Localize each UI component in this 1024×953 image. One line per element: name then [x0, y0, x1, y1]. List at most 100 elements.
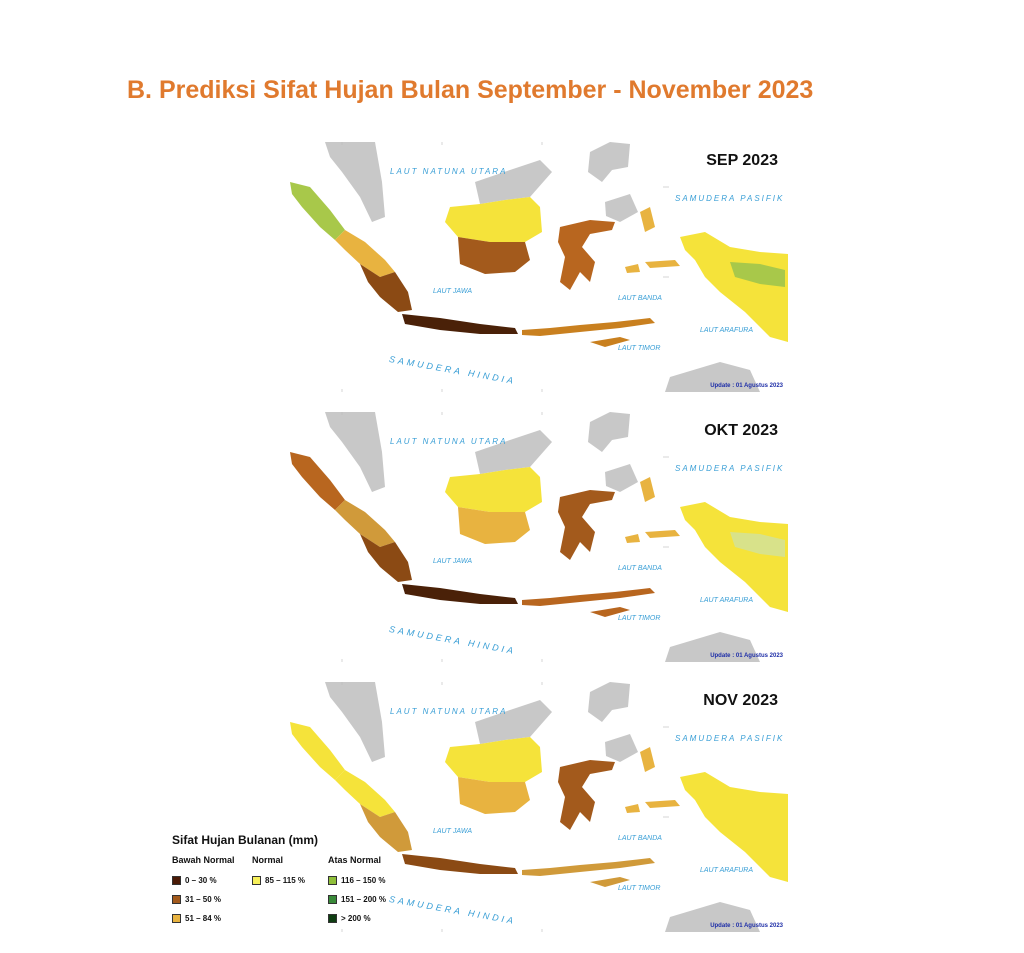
legend-label: 151 – 200 % — [341, 895, 386, 904]
legend-swatch — [328, 876, 337, 885]
malaysia-peninsula — [325, 682, 385, 762]
legend-label: 116 – 150 % — [341, 876, 386, 885]
map-panel-sep: SEP 2023 LAUT NATUNA UTARA SAMUDERA PASI… — [290, 142, 788, 392]
legend-label: 51 – 84 % — [185, 914, 222, 923]
legend-label: 85 – 115 % — [265, 876, 306, 885]
page-title: B. Prediksi Sifat Hujan Bulan September … — [127, 76, 814, 104]
map-panel-nov: NOV 2023 LAUT NATUNA UTARA SAMUDERA PASI… — [290, 682, 788, 932]
legend-label: > 200 % — [341, 914, 371, 923]
maluku-seram — [645, 260, 680, 268]
sea-label-natuna: LAUT NATUNA UTARA — [390, 167, 508, 176]
sea-label-timor: LAUT TIMOR — [618, 615, 661, 622]
philippines-mindanao — [605, 734, 638, 762]
legend-swatch — [328, 914, 337, 923]
legend-item: 51 – 84 % — [172, 909, 235, 928]
sumatra-south — [360, 264, 412, 312]
timor — [590, 607, 630, 617]
australia — [665, 902, 760, 932]
sea-label-timor: LAUT TIMOR — [618, 885, 661, 892]
maluku-buru — [625, 804, 640, 813]
maluku-buru — [625, 534, 640, 543]
borneo-north — [475, 160, 552, 204]
papua-highlands — [730, 532, 785, 557]
philippines — [588, 682, 630, 722]
legend: Sifat Hujan Bulanan (mm) Bawah Normal 0 … — [172, 833, 412, 928]
sumatra-mid — [335, 770, 395, 817]
sea-label-arafura: LAUT ARAFURA — [700, 327, 754, 334]
update-note: Update : 01 Agustus 2023 — [710, 923, 783, 929]
legend-group-title: Bawah Normal — [172, 855, 235, 865]
sulawesi — [558, 220, 615, 290]
borneo-north — [475, 430, 552, 474]
kalimantan-north — [445, 467, 542, 512]
legend-swatch — [252, 876, 261, 885]
legend-title: Sifat Hujan Bulanan (mm) — [172, 833, 319, 847]
maluku-buru — [625, 264, 640, 273]
maluku-north — [640, 747, 655, 772]
panel-month-label: OKT 2023 — [704, 422, 778, 439]
sea-label-banda: LAUT BANDA — [618, 835, 662, 842]
maluku-north — [640, 207, 655, 232]
sea-label-pasifik: SAMUDERA PASIFIK — [675, 734, 785, 743]
sumatra-north — [290, 452, 345, 510]
kalimantan-south — [458, 507, 530, 544]
australia — [665, 632, 760, 662]
sumatra-north — [290, 722, 345, 780]
sumatra-mid — [335, 500, 395, 547]
legend-swatch — [172, 914, 181, 923]
timor — [590, 337, 630, 347]
legend-group-title: Normal — [252, 855, 284, 865]
papua — [680, 232, 788, 342]
bali-nusa — [522, 858, 655, 876]
legend-label: 31 – 50 % — [185, 895, 222, 904]
sea-label-natuna: LAUT NATUNA UTARA — [390, 707, 508, 716]
java — [402, 584, 518, 604]
maluku-seram — [645, 530, 680, 538]
legend-group-bawah: Bawah Normal 0 – 30 % 31 – 50 % 51 – 84 … — [172, 855, 235, 928]
legend-item: 85 – 115 % — [252, 871, 305, 890]
panel-month-label: NOV 2023 — [703, 692, 778, 709]
legend-swatch — [172, 895, 181, 904]
sulawesi — [558, 490, 615, 560]
legend-item: 116 – 150 % — [328, 871, 386, 890]
legend-group-title: Atas Normal — [328, 855, 382, 865]
bali-nusa — [522, 588, 655, 606]
timor — [590, 877, 630, 887]
update-note: Update : 01 Agustus 2023 — [710, 383, 783, 389]
philippines — [588, 412, 630, 452]
sumatra-north — [290, 182, 345, 240]
bali-nusa — [522, 318, 655, 336]
indonesia-map — [290, 412, 788, 662]
sumatra-south — [360, 804, 412, 852]
sea-label-natuna: LAUT NATUNA UTARA — [390, 437, 508, 446]
sumatra-mid — [335, 230, 395, 277]
philippines — [588, 142, 630, 182]
sea-label-timor: LAUT TIMOR — [618, 345, 661, 352]
sea-label-jawa: LAUT JAWA — [433, 558, 473, 565]
maluku-seram — [645, 800, 680, 808]
kalimantan-north — [445, 197, 542, 242]
kalimantan-south — [458, 237, 530, 274]
indonesia-map — [290, 682, 788, 932]
malaysia-peninsula — [325, 142, 385, 222]
australia — [665, 362, 760, 392]
sea-label-arafura: LAUT ARAFURA — [700, 597, 754, 604]
map-panel-okt: OKT 2023 LAUT NATUNA UTARA SAMUDERA PASI… — [290, 412, 788, 662]
panel-month-label: SEP 2023 — [706, 152, 778, 169]
sea-label-banda: LAUT BANDA — [618, 295, 662, 302]
sea-label-pasifik: SAMUDERA PASIFIK — [675, 194, 785, 203]
legend-swatch — [172, 876, 181, 885]
legend-swatch — [328, 895, 337, 904]
legend-item: 31 – 50 % — [172, 890, 235, 909]
papua-highlands — [730, 262, 785, 287]
sea-label-jawa: LAUT JAWA — [433, 288, 473, 295]
philippines-mindanao — [605, 194, 638, 222]
sea-label-jawa: LAUT JAWA — [433, 828, 473, 835]
legend-group-normal: Normal 85 – 115 % — [252, 855, 305, 890]
sea-label-arafura: LAUT ARAFURA — [700, 867, 754, 874]
borneo-north — [475, 700, 552, 744]
legend-item: > 200 % — [328, 909, 386, 928]
indonesia-map — [290, 142, 788, 392]
kalimantan-north — [445, 737, 542, 782]
legend-label: 0 – 30 % — [185, 876, 217, 885]
